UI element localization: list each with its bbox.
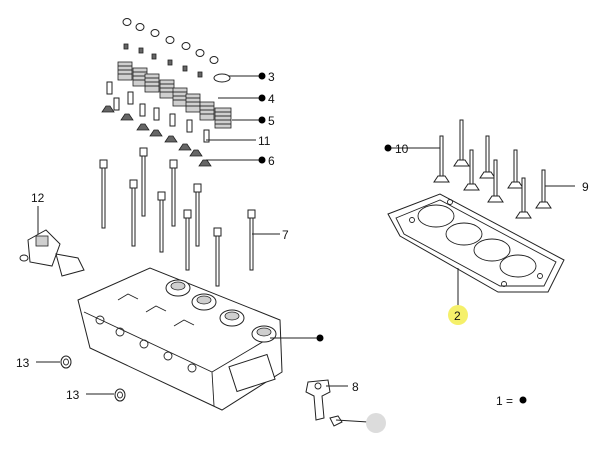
bracket [305,379,343,427]
callout-7[interactable]: 7 [282,228,289,242]
callout-13-lower[interactable]: 13 [66,388,80,402]
callout-12[interactable]: 12 [31,191,45,205]
cylinder-head [77,267,283,411]
valves-group [433,119,552,219]
valve-springs-group [117,61,232,129]
callout-10[interactable]: 10 [395,142,409,156]
highlight-marker[interactable] [448,305,468,325]
callout-dots [258,72,527,404]
callout-1-legend[interactable]: 1 = [496,394,513,408]
valve-caps-group [123,43,231,83]
callout-6[interactable]: 6 [268,154,275,168]
callout-2[interactable]: 2 [454,309,461,323]
sealing-ring-1 [60,355,72,369]
valve-stem-seals-group [101,105,212,167]
callout-11[interactable]: 11 [258,134,271,148]
callout-9[interactable]: 9 [582,180,589,194]
sealing-ring-2 [114,388,126,402]
collet-pair [122,18,219,64]
valve-guides-group [106,81,210,143]
camshaft-sensor [19,229,85,277]
head-bolts-group [99,147,256,287]
head-gasket [387,193,565,293]
callout-5[interactable]: 5 [268,114,275,128]
callout-4[interactable]: 4 [268,92,275,106]
valve-collets-group [122,18,219,64]
callout-lines [36,75,575,423]
callout-3[interactable]: 3 [268,70,275,84]
faded-marker-icon[interactable] [366,413,386,433]
callout-13-upper[interactable]: 13 [16,356,30,370]
callout-8[interactable]: 8 [352,380,359,394]
